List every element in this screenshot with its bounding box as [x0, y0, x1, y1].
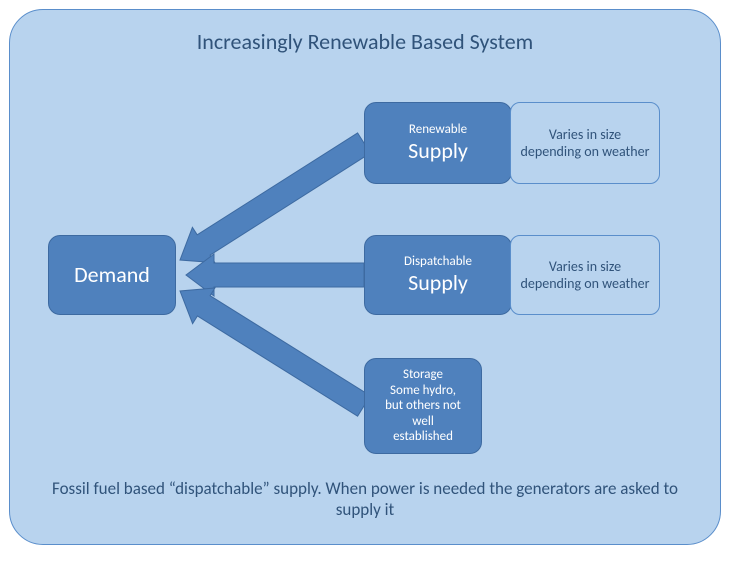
panel-footer: Fossil fuel based “dispatchable” supply.…	[10, 478, 720, 520]
panel-title: Increasingly Renewable Based System	[10, 28, 720, 55]
storage-line: well	[412, 414, 434, 430]
caption-dispatchable: Varies in size depending on weather	[510, 235, 660, 315]
arrow-dispatchable-to-demand	[186, 254, 364, 296]
storage-line: Some hydro,	[390, 383, 456, 399]
node-demand: Demand	[48, 235, 176, 315]
caption-renewable: Varies in size depending on weather	[510, 102, 660, 184]
node-renewable-supply: Renewable Supply	[364, 102, 512, 184]
arrow-renewable-to-demand	[180, 133, 370, 263]
storage-line: established	[393, 429, 453, 445]
dispatchable-label-top: Dispatchable	[404, 254, 472, 270]
renewable-label-main: Supply	[408, 138, 468, 164]
demand-label: Demand	[74, 262, 150, 288]
node-dispatchable-supply: Dispatchable Supply	[364, 235, 512, 315]
node-storage: StorageSome hydro,but others notwellesta…	[364, 358, 482, 454]
arrow-storage-to-demand	[180, 288, 370, 416]
dispatchable-label-main: Supply	[408, 270, 468, 296]
diagram-panel: Increasingly Renewable Based System Dema…	[9, 9, 721, 545]
storage-line: Storage	[403, 367, 443, 383]
renewable-label-top: Renewable	[409, 122, 467, 138]
storage-line: but others not	[385, 398, 461, 414]
